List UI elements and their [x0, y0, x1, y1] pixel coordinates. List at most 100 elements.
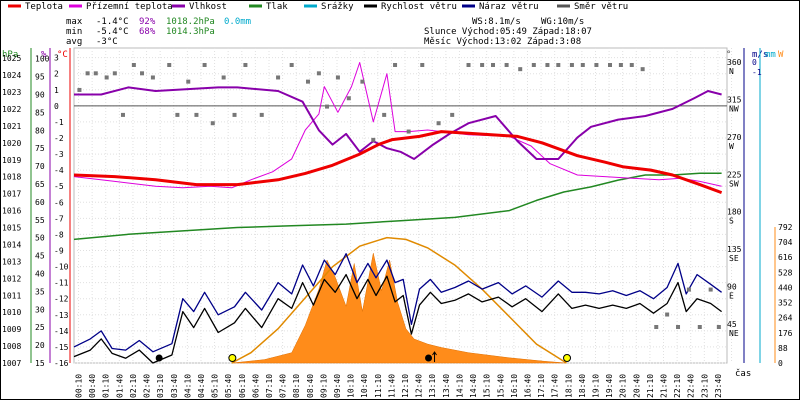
- direction-lab-1: NW: [729, 104, 739, 113]
- sunrise-marker: [228, 354, 237, 362]
- wind-dir-point-48: [640, 67, 645, 72]
- wind-dir-point-52: [686, 287, 691, 292]
- x-tick-37: 18:40: [578, 374, 587, 398]
- x-tick-18: 09:10: [319, 374, 328, 398]
- wind-dir-point-23: [325, 104, 330, 109]
- wind-dir-point-5: [120, 112, 125, 117]
- stat-hum-1: 68%: [139, 27, 156, 37]
- wind-dir-point-34: [466, 63, 471, 67]
- wind-dir-point-10: [175, 112, 180, 117]
- legend-label-1: Přízemní teplota: [86, 2, 173, 12]
- x-tick-2: 01:10: [102, 374, 111, 398]
- humidity-tick-8: 55: [35, 216, 45, 225]
- axes: hPa%°C°m/smmW100710081009101010111012101…: [2, 48, 793, 398]
- temperature-tick-0: 3: [54, 54, 59, 63]
- moonset-marker: [155, 354, 163, 362]
- direction-lab-5: SE: [729, 254, 739, 263]
- axis-header-humidity: %: [41, 50, 47, 60]
- wind-dir-point-2: [93, 71, 98, 76]
- x-tick-43: 21:40: [660, 374, 669, 398]
- x-tick-3: 01:40: [115, 374, 124, 398]
- wind-dir-point-30: [406, 129, 411, 134]
- wind-dir-point-31: [420, 63, 425, 67]
- wind-dir-point-39: [531, 63, 536, 67]
- wind-dir-point-51: [676, 325, 681, 329]
- x-tick-0: 00:10: [75, 374, 84, 398]
- pressure-tick-11: 1018: [2, 173, 21, 182]
- radiation-tick-9: 0: [778, 359, 783, 368]
- x-tick-33: 16:40: [523, 374, 532, 398]
- wind-dir-point-1: [85, 71, 90, 76]
- pressure-tick-2: 1009: [2, 325, 21, 334]
- x-tick-44: 22:10: [673, 374, 682, 398]
- legend-label-7: Směr větru: [574, 2, 628, 12]
- pressure-tick-17: 1024: [2, 71, 21, 80]
- pressure-tick-3: 1010: [2, 308, 21, 317]
- pressure-tick-12: 1019: [2, 156, 21, 165]
- pressure-tick-14: 1021: [2, 122, 21, 131]
- stats-block: max -1.4°C 92% 1018.2hPa 0.0mm min -5.4°C 68% 10…: [66, 17, 251, 47]
- pressure-tick-7: 1014: [2, 240, 21, 249]
- temperature-tick-8: -5: [54, 182, 64, 191]
- wind-dir-point-46: [618, 63, 623, 67]
- wind-dir-point-50: [665, 312, 670, 317]
- wind-dir-point-44: [594, 63, 599, 67]
- x-tick-11: 05:40: [224, 374, 233, 398]
- plot-area: [73, 47, 733, 364]
- x-tick-31: 15:40: [496, 374, 505, 398]
- pressure-tick-15: 1022: [2, 105, 21, 114]
- wind-dir-point-16: [232, 112, 237, 117]
- direction-deg-3: 225: [727, 170, 742, 179]
- stat-label-1: min: [66, 27, 82, 37]
- x-tick-39: 19:40: [605, 374, 614, 398]
- wind-dir-point-9: [167, 63, 172, 67]
- humidity-tick-5: 40: [35, 270, 45, 279]
- stat-hum-0: 92%: [139, 17, 156, 27]
- moon-arrow-icon: [432, 351, 437, 362]
- axis-header-temperature: °C: [57, 50, 68, 60]
- legend-label-2: Vlhkost: [189, 2, 227, 12]
- humidity-tick-15: 90: [35, 91, 45, 100]
- direction-deg-7: 45: [727, 320, 737, 329]
- wind-dir-point-20: [289, 63, 294, 67]
- wind-dir-point-54: [708, 287, 713, 292]
- humidity-tick-12: 75: [35, 144, 45, 153]
- pressure-tick-4: 1011: [2, 291, 21, 300]
- direction-lab-3: SW: [729, 179, 739, 188]
- series-humidity: [74, 86, 722, 160]
- radiation-tick-0: 792: [778, 223, 793, 232]
- x-tick-15: 07:40: [279, 374, 288, 398]
- x-tick-4: 02:10: [129, 374, 138, 398]
- series-temperature: [73, 130, 723, 195]
- humidity-tick-16: 95: [35, 73, 45, 82]
- wind-dir-point-33: [450, 112, 455, 117]
- humidity-tick-10: 65: [35, 180, 45, 189]
- wind-dir-point-36: [491, 63, 496, 67]
- temperature-tick-11: -8: [54, 230, 64, 239]
- wind-dir-point-45: [608, 63, 613, 67]
- x-tick-20: 10:10: [347, 374, 356, 398]
- x-tick-8: 04:10: [183, 374, 192, 398]
- radiation-tick-3: 528: [778, 268, 793, 277]
- sunset-marker: [563, 354, 572, 362]
- x-tick-38: 19:10: [591, 374, 600, 398]
- temperature-tick-7: -4: [54, 166, 64, 175]
- plot-background: [73, 47, 728, 364]
- humidity-tick-4: 35: [35, 287, 45, 296]
- wind-dir-point-11: [186, 79, 191, 84]
- stat-temp-0: -1.4°C: [96, 17, 129, 27]
- humidity-tick-7: 50: [35, 234, 45, 243]
- temperature-tick-3: 0: [54, 102, 59, 111]
- axis-header-pressure: hPa: [2, 50, 18, 60]
- x-tick-23: 11:40: [387, 374, 396, 398]
- humidity-tick-14: 85: [35, 108, 45, 117]
- wind-dir-point-42: [569, 63, 574, 67]
- humidity-tick-11: 70: [35, 162, 45, 171]
- axis-header-rain: mm: [765, 50, 776, 60]
- x-tick-35: 17:40: [551, 374, 560, 398]
- temperature-tick-19: -16: [54, 359, 69, 368]
- wind-dir-point-38: [518, 67, 523, 72]
- wind-dir-point-25: [346, 96, 351, 101]
- temperature-tick-10: -7: [54, 214, 64, 223]
- radiation-tick-5: 352: [778, 299, 793, 308]
